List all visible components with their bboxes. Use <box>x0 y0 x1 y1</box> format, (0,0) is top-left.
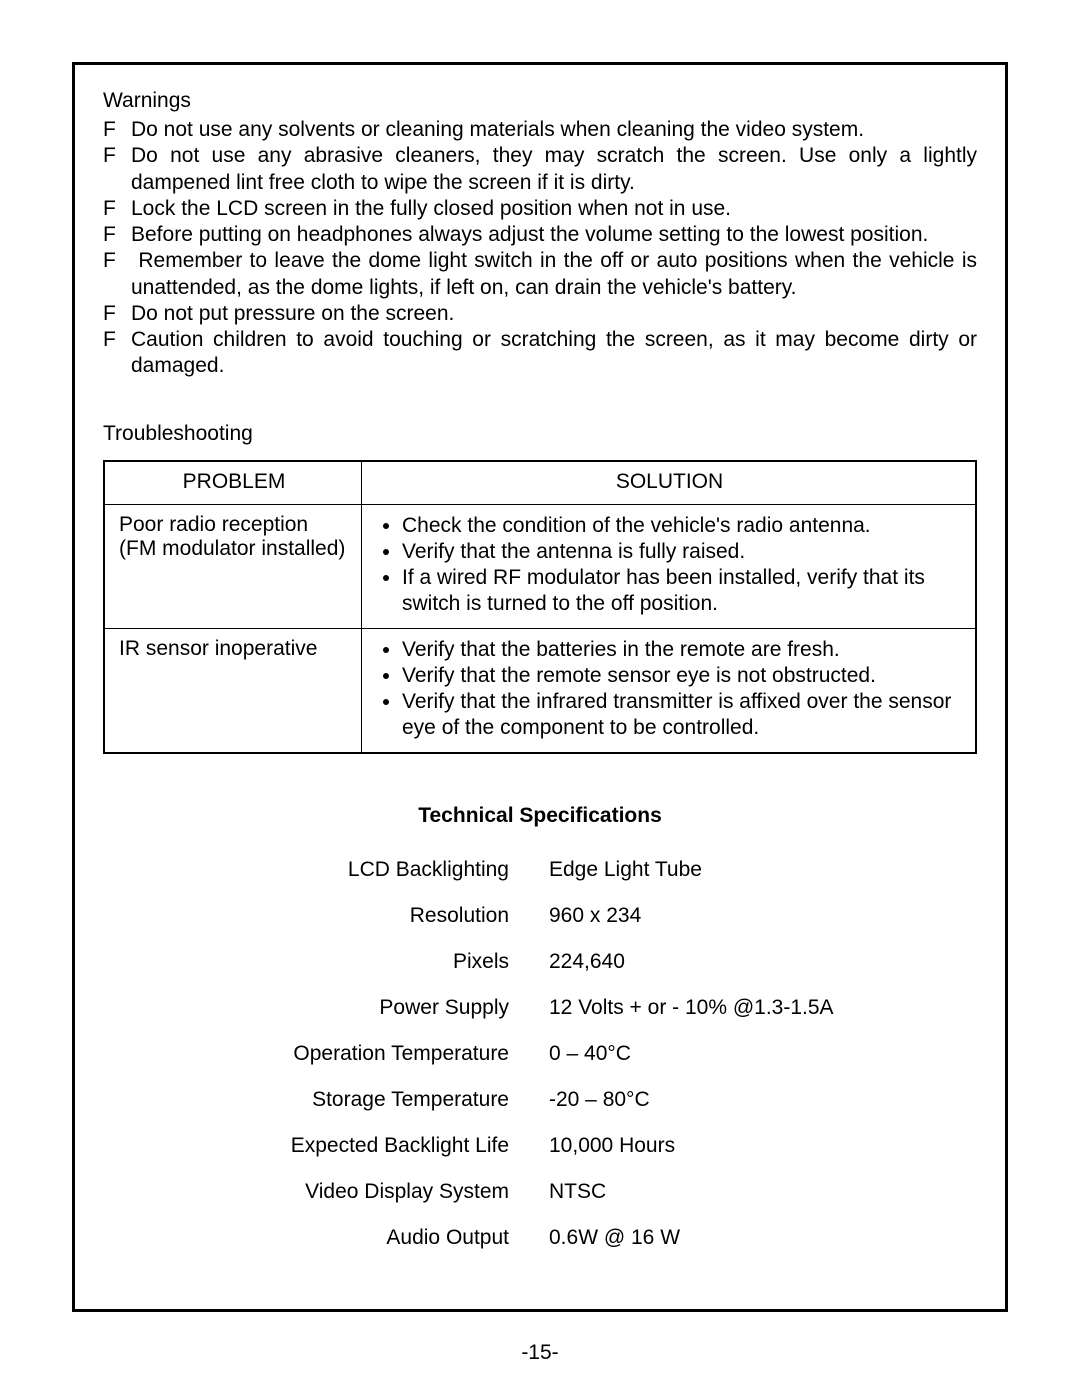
bullet-marker: F <box>103 301 131 327</box>
warning-text: Lock the LCD screen in the fully closed … <box>131 197 731 220</box>
solution-item: Verify that the remote sensor eye is not… <box>402 663 963 689</box>
spec-label: Resolution <box>189 904 509 928</box>
bullet-marker: F <box>103 143 131 169</box>
column-header-problem: PROBLEM <box>104 461 362 505</box>
warning-item: FDo not use any solvents or cleaning mat… <box>103 117 977 143</box>
solution-item: If a wired RF modulator has been install… <box>402 565 963 618</box>
column-header-solution: SOLUTION <box>362 461 977 505</box>
warning-text: Do not put pressure on the screen. <box>131 302 454 325</box>
bullet-marker: F <box>103 196 131 222</box>
spec-label: Power Supply <box>189 996 509 1020</box>
spec-label: Storage Temperature <box>189 1088 509 1112</box>
solution-list: Check the condition of the vehicle's rad… <box>376 513 963 618</box>
spec-value: 12 Volts + or - 10% @1.3-1.5A <box>549 996 977 1020</box>
solution-item: Verify that the infrared transmitter is … <box>402 689 963 742</box>
spec-label: Pixels <box>189 950 509 974</box>
bullet-marker: F <box>103 248 131 274</box>
troubleshooting-table: PROBLEM SOLUTION Poor radio reception (F… <box>103 460 977 754</box>
spec-value: 0.6W @ 16 W <box>549 1226 977 1250</box>
solution-list: Verify that the batteries in the remote … <box>376 637 963 742</box>
warning-text: Before putting on headphones always adju… <box>131 223 928 246</box>
problem-cell: IR sensor inoperative <box>104 628 362 753</box>
spec-label: LCD Backlighting <box>189 858 509 882</box>
spec-value: -20 – 80°C <box>549 1088 977 1112</box>
warnings-list: FDo not use any solvents or cleaning mat… <box>103 117 977 380</box>
bullet-marker: F <box>103 117 131 143</box>
page: Warnings FDo not use any solvents or cle… <box>0 0 1080 1397</box>
solution-item: Verify that the batteries in the remote … <box>402 637 963 663</box>
content-frame: Warnings FDo not use any solvents or cle… <box>72 62 1008 1312</box>
warning-item: F Remember to leave the dome light switc… <box>103 248 977 301</box>
table-header-row: PROBLEM SOLUTION <box>104 461 976 505</box>
warning-item: FBefore putting on headphones always adj… <box>103 222 977 248</box>
warning-item: FLock the LCD screen in the fully closed… <box>103 196 977 222</box>
warning-item: FCaution children to avoid touching or s… <box>103 327 977 380</box>
warning-item: FDo not put pressure on the screen. <box>103 301 977 327</box>
solution-item: Check the condition of the vehicle's rad… <box>402 513 963 539</box>
spec-value: NTSC <box>549 1180 977 1204</box>
warnings-heading: Warnings <box>103 89 977 113</box>
spec-value: 10,000 Hours <box>549 1134 977 1158</box>
problem-cell: Poor radio reception (FM modulator insta… <box>104 504 362 628</box>
spec-value: 960 x 234 <box>549 904 977 928</box>
warning-item: FDo not use any abrasive cleaners, they … <box>103 143 977 196</box>
warning-text: Caution children to avoid touching or sc… <box>131 328 977 377</box>
spec-label: Expected Backlight Life <box>189 1134 509 1158</box>
troubleshooting-heading: Troubleshooting <box>103 422 977 446</box>
spec-label: Video Display System <box>189 1180 509 1204</box>
table-row: Poor radio reception (FM modulator insta… <box>104 504 976 628</box>
spec-value: 224,640 <box>549 950 977 974</box>
warning-text: Do not use any abrasive cleaners, they m… <box>131 144 977 193</box>
solution-item: Verify that the antenna is fully raised. <box>402 539 963 565</box>
tech-specs-heading: Technical Specifications <box>103 804 977 828</box>
bullet-marker: F <box>103 327 131 353</box>
spec-value: Edge Light Tube <box>549 858 977 882</box>
spec-label: Audio Output <box>189 1226 509 1250</box>
spec-label: Operation Temperature <box>189 1042 509 1066</box>
warning-text: Remember to leave the dome light switch … <box>131 249 977 298</box>
table-row: IR sensor inoperative Verify that the ba… <box>104 628 976 753</box>
solution-cell: Verify that the batteries in the remote … <box>362 628 977 753</box>
tech-specs-grid: LCD Backlighting Edge Light Tube Resolut… <box>189 858 977 1250</box>
warning-text: Do not use any solvents or cleaning mate… <box>131 118 864 141</box>
page-number: -15- <box>0 1341 1080 1365</box>
bullet-marker: F <box>103 222 131 248</box>
spec-value: 0 – 40°C <box>549 1042 977 1066</box>
solution-cell: Check the condition of the vehicle's rad… <box>362 504 977 628</box>
